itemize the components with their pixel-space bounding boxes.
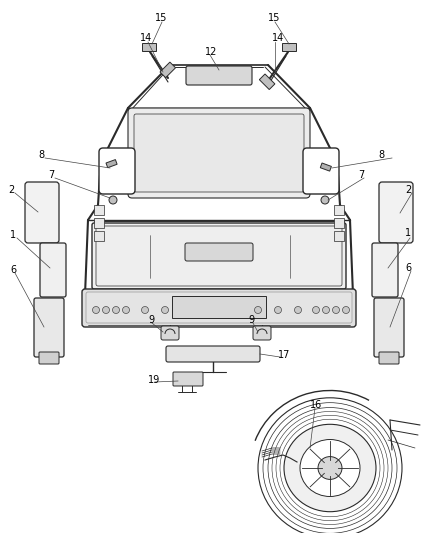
Text: 12: 12 <box>205 47 217 57</box>
Circle shape <box>332 306 339 313</box>
FancyBboxPatch shape <box>173 372 203 386</box>
Bar <box>160 62 176 78</box>
Bar <box>172 296 266 318</box>
FancyBboxPatch shape <box>379 352 399 364</box>
FancyBboxPatch shape <box>161 326 179 340</box>
FancyBboxPatch shape <box>99 148 135 194</box>
Text: 15: 15 <box>268 13 280 23</box>
Circle shape <box>321 196 329 204</box>
Text: 15: 15 <box>155 13 167 23</box>
Bar <box>142 43 156 51</box>
Text: 6: 6 <box>405 263 411 273</box>
FancyBboxPatch shape <box>96 226 342 286</box>
Bar <box>106 159 117 168</box>
Text: 16: 16 <box>310 400 322 410</box>
Circle shape <box>312 306 319 313</box>
Circle shape <box>162 306 169 313</box>
Circle shape <box>109 196 117 204</box>
Text: 9: 9 <box>248 315 254 325</box>
FancyBboxPatch shape <box>82 289 356 327</box>
Bar <box>282 43 296 51</box>
Text: 19: 19 <box>148 375 160 385</box>
Ellipse shape <box>300 440 360 497</box>
Text: 8: 8 <box>38 150 44 160</box>
FancyBboxPatch shape <box>374 298 404 357</box>
FancyBboxPatch shape <box>25 182 59 243</box>
FancyBboxPatch shape <box>186 66 252 85</box>
Circle shape <box>102 306 110 313</box>
FancyBboxPatch shape <box>34 298 64 357</box>
FancyBboxPatch shape <box>40 243 66 297</box>
FancyBboxPatch shape <box>253 326 271 340</box>
Circle shape <box>322 306 329 313</box>
Circle shape <box>254 306 261 313</box>
Text: 14: 14 <box>140 33 152 43</box>
Text: 14: 14 <box>272 33 284 43</box>
FancyBboxPatch shape <box>372 243 398 297</box>
Ellipse shape <box>318 457 342 479</box>
Text: 17: 17 <box>278 350 290 360</box>
Bar <box>94 231 104 241</box>
Bar <box>334 231 344 241</box>
Circle shape <box>294 306 301 313</box>
FancyBboxPatch shape <box>185 243 253 261</box>
Bar <box>94 218 104 228</box>
Circle shape <box>113 306 120 313</box>
Text: 2: 2 <box>405 185 411 195</box>
Circle shape <box>92 306 99 313</box>
Bar <box>320 163 332 171</box>
FancyBboxPatch shape <box>39 352 59 364</box>
Text: 8: 8 <box>378 150 384 160</box>
Circle shape <box>123 306 130 313</box>
Bar <box>94 205 104 215</box>
Text: 7: 7 <box>48 170 54 180</box>
Ellipse shape <box>284 424 376 512</box>
FancyBboxPatch shape <box>128 108 310 198</box>
Bar <box>334 205 344 215</box>
Bar <box>259 74 275 90</box>
Text: 2: 2 <box>8 185 14 195</box>
Text: 6: 6 <box>10 265 16 275</box>
FancyBboxPatch shape <box>92 223 346 289</box>
FancyBboxPatch shape <box>134 114 304 192</box>
Circle shape <box>343 306 350 313</box>
FancyBboxPatch shape <box>303 148 339 194</box>
Text: 9: 9 <box>148 315 154 325</box>
FancyBboxPatch shape <box>86 292 352 323</box>
Bar <box>334 218 344 228</box>
Circle shape <box>275 306 282 313</box>
Text: 1: 1 <box>405 228 411 238</box>
Ellipse shape <box>282 421 378 515</box>
Circle shape <box>141 306 148 313</box>
Text: 1: 1 <box>10 230 16 240</box>
Text: 7: 7 <box>358 170 364 180</box>
FancyBboxPatch shape <box>166 346 260 362</box>
FancyBboxPatch shape <box>379 182 413 243</box>
